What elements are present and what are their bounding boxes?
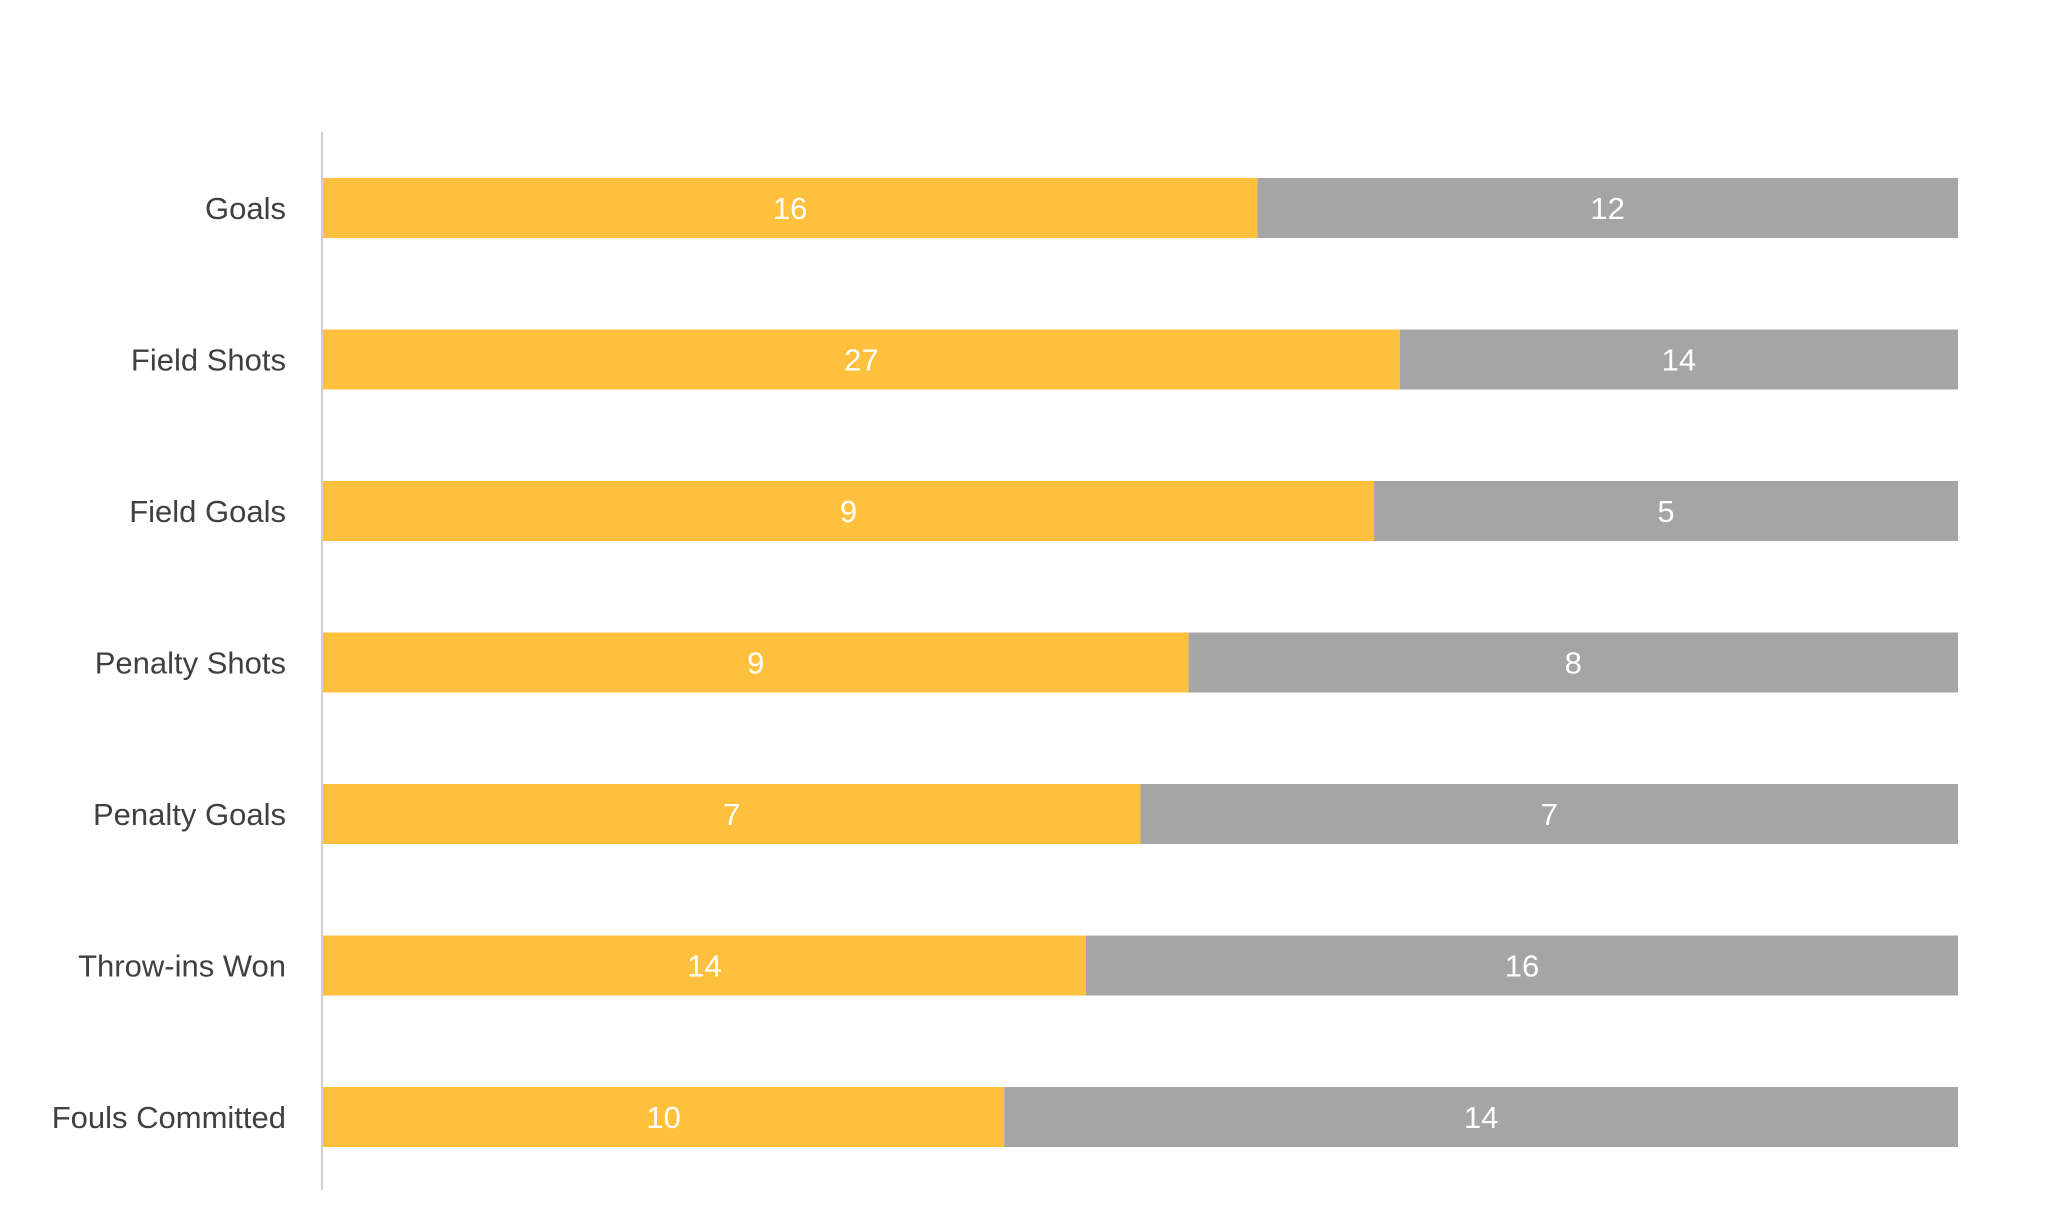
bar-throw-ins-won-series-2	[1086, 935, 1958, 996]
data-label-penalty-goals-series-2: 7	[1541, 797, 1558, 832]
data-label-penalty-shots-series-1: 9	[747, 646, 764, 681]
category-label-penalty-shots: Penalty Shots	[95, 646, 286, 681]
category-label-throw-ins-won: Throw-ins Won	[78, 949, 286, 984]
bar-field-goals-series-2	[1374, 481, 1958, 541]
data-label-field-goals-series-1: 9	[840, 494, 857, 529]
data-label-field-shots-series-2: 14	[1662, 343, 1696, 378]
bars-layer	[323, 178, 1958, 1147]
data-label-penalty-goals-series-1: 7	[723, 797, 740, 832]
bar-goals-series-1	[323, 178, 1258, 238]
labels-layer: Goals 16 12 Field Shots 27 14 Field Goals 9 5 Pen…	[52, 191, 1696, 1135]
category-label-penalty-goals: Penalty Goals	[93, 797, 286, 832]
category-label-field-goals: Field Goals	[129, 494, 286, 529]
bar-goals-series-2	[1257, 178, 1958, 238]
data-label-field-shots-series-1: 27	[844, 343, 878, 378]
data-label-goals-series-2: 12	[1590, 191, 1624, 226]
category-label-goals: Goals	[205, 191, 286, 226]
bar-field-shots-series-1	[323, 329, 1400, 390]
data-label-goals-series-1: 16	[773, 191, 807, 226]
data-label-fouls-committed-series-1: 10	[646, 1100, 680, 1135]
bar-penalty-goals-series-2	[1140, 784, 1958, 844]
bar-penalty-goals-series-1	[323, 784, 1141, 844]
bar-fouls-committed-series-1	[323, 1087, 1005, 1147]
bar-penalty-shots-series-1	[323, 632, 1189, 693]
category-label-field-shots: Field Shots	[131, 343, 286, 378]
data-label-throw-ins-won-series-2: 16	[1505, 949, 1539, 984]
data-label-penalty-shots-series-2: 8	[1565, 646, 1582, 681]
bar-throw-ins-won-series-1	[323, 935, 1086, 996]
data-label-fouls-committed-series-2: 14	[1464, 1100, 1498, 1135]
data-label-field-goals-series-2: 5	[1657, 494, 1674, 529]
bar-field-shots-series-2	[1399, 329, 1958, 390]
bar-field-goals-series-1	[323, 481, 1375, 541]
category-label-fouls-committed: Fouls Committed	[52, 1100, 286, 1135]
bar-fouls-committed-series-2	[1004, 1087, 1958, 1147]
data-label-throw-ins-won-series-1: 14	[687, 949, 721, 984]
bar-penalty-shots-series-2	[1188, 632, 1958, 693]
